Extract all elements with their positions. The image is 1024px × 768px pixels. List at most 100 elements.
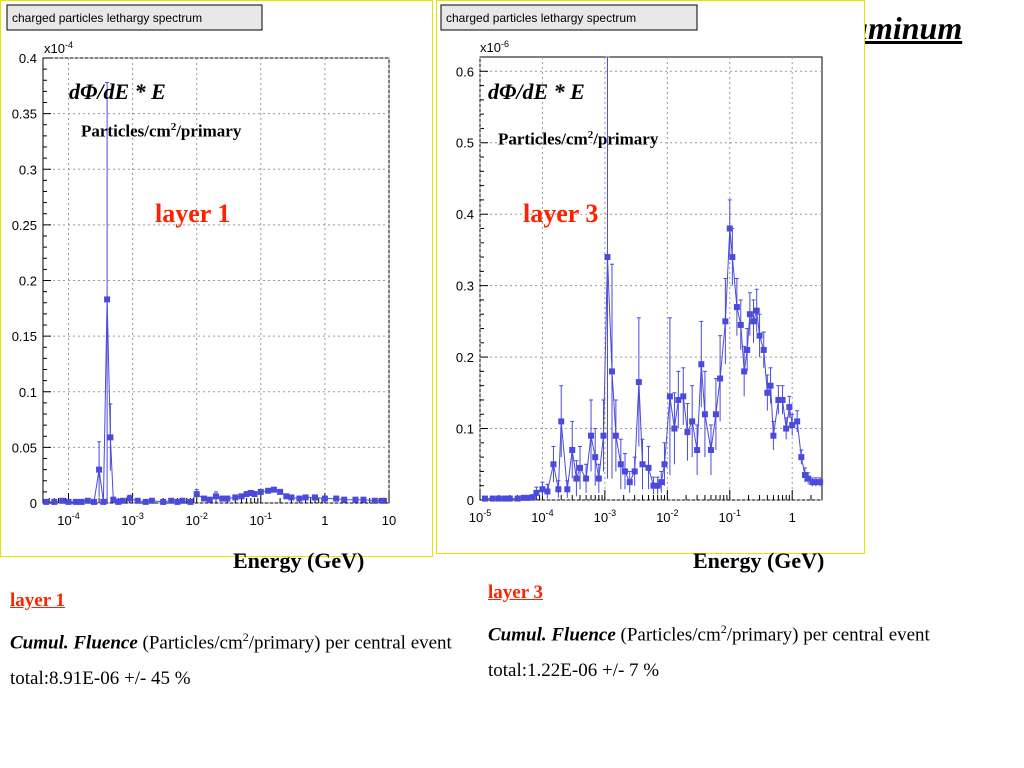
note-layer-3: layer 3 Cumul. Fluence (Particles/cm2/pr… — [488, 580, 988, 694]
data-point — [650, 482, 657, 489]
chart-canvas-layer-3: charged particles lethargy spectrum x10-… — [440, 4, 824, 525]
y-exponent-label: x10-4 — [44, 40, 73, 56]
note-layer-name: layer 3 — [488, 582, 544, 603]
data-point — [783, 425, 790, 432]
data-point — [134, 497, 141, 504]
note-layer-name: layer 1 — [10, 590, 66, 611]
note-units-suffix: /primary) per central event — [248, 632, 452, 654]
data-point — [675, 396, 682, 403]
data-point — [666, 393, 673, 400]
data-point — [481, 495, 488, 502]
x-tick-label: 10-2 — [185, 511, 207, 528]
x-tick-label: 1 — [321, 513, 328, 528]
data-point — [569, 446, 576, 453]
frame-title-box — [6, 4, 263, 31]
x-tick-label: 10 — [382, 513, 396, 528]
data-point — [722, 318, 729, 325]
data-point — [247, 489, 254, 496]
data-point — [84, 497, 91, 504]
data-point — [654, 482, 661, 489]
data-point — [764, 389, 771, 396]
data-point — [729, 254, 736, 261]
data-point — [555, 486, 562, 493]
data-point — [617, 461, 624, 468]
data-point — [801, 471, 808, 478]
data-point — [680, 393, 687, 400]
data-point — [770, 432, 777, 439]
frame-title: charged particles lethargy spectrum — [446, 11, 636, 25]
chart-panel-layer-3: charged particles lethargy spectrum x10-… — [436, 0, 865, 554]
data-point — [717, 375, 724, 382]
data-point — [341, 496, 348, 503]
x-tick-label: 10-1 — [719, 508, 741, 525]
data-point — [635, 379, 642, 386]
data-point — [78, 498, 85, 505]
data-point — [224, 495, 231, 502]
data-point — [352, 496, 359, 503]
data-point — [257, 488, 264, 495]
data-point — [798, 454, 805, 461]
data-point — [760, 346, 767, 353]
data-point — [296, 495, 303, 502]
y-tick-label: 0 — [30, 496, 37, 511]
data-point — [775, 396, 782, 403]
data-point — [206, 496, 213, 503]
note-total: total:1.22E-06 +/- 7 % — [488, 660, 660, 682]
data-point — [265, 487, 272, 494]
x-axis-title-layer-3: Energy (GeV) — [693, 548, 825, 573]
x-tick-label: 10-1 — [250, 511, 272, 528]
data-point — [794, 418, 801, 425]
data-point — [213, 493, 219, 500]
data-point — [506, 495, 513, 502]
data-point — [577, 464, 584, 471]
data-point — [684, 429, 691, 436]
data-point — [712, 411, 719, 418]
units-sup: 2 — [170, 121, 177, 133]
data-point — [489, 495, 496, 502]
formula-label: dΦ/dE * E — [69, 79, 166, 104]
plot-frame — [479, 56, 823, 501]
data-point — [583, 475, 590, 482]
note-units-suffix: /primary) per central event — [726, 624, 930, 646]
data-point — [168, 497, 175, 504]
y-exponent-base: x10 — [480, 40, 501, 55]
frame-title-box — [440, 4, 698, 31]
data-point — [219, 495, 226, 502]
data-point — [270, 486, 277, 493]
y-tick-label: 0.35 — [12, 107, 37, 122]
layer-label: layer 1 — [155, 199, 231, 228]
data-point — [812, 479, 819, 486]
note-units-prefix: (Particles/cm — [137, 632, 243, 654]
y-tick-label: 0.5 — [456, 136, 474, 151]
data-point — [701, 411, 708, 418]
data-point — [110, 496, 117, 503]
data-point — [550, 461, 557, 468]
note-layer-1: layer 1 Cumul. Fluence (Particles/cm2/pr… — [10, 588, 480, 702]
note-units-sup: 2 — [242, 630, 249, 644]
y-tick-label: 0.1 — [456, 422, 474, 437]
frame-title: charged particles lethargy spectrum — [12, 11, 202, 25]
data-point — [148, 497, 155, 504]
data-point — [360, 496, 367, 503]
data-point — [119, 497, 126, 504]
note-units-prefix: (Particles/cm — [615, 624, 721, 646]
data-point — [51, 498, 58, 505]
y-exponent-power: -6 — [501, 39, 509, 49]
cumul-fluence-label: Cumul. Fluence — [10, 632, 138, 654]
data-point — [514, 495, 521, 502]
y-tick-label: 0.6 — [456, 64, 474, 79]
data-point — [744, 346, 751, 353]
data-point — [544, 488, 551, 495]
data-point — [43, 498, 50, 505]
data-point — [371, 497, 378, 504]
y-tick-label: 0.4 — [19, 51, 37, 66]
data-point — [558, 418, 565, 425]
data-point — [573, 475, 580, 482]
data-point — [288, 494, 295, 501]
data-point — [379, 497, 386, 504]
data-point — [243, 491, 250, 498]
y-tick-label: 0.1 — [19, 385, 37, 400]
data-point — [707, 446, 714, 453]
note-units-sup: 2 — [720, 622, 727, 636]
data-point — [733, 304, 740, 311]
